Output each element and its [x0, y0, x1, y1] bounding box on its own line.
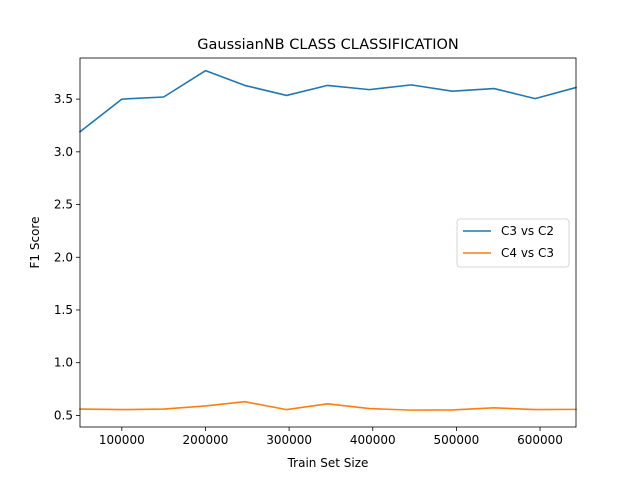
- y-tick-label: 2.0: [54, 250, 73, 264]
- y-tick-label: 3.0: [54, 145, 73, 159]
- y-tick-label: 2.5: [54, 198, 73, 212]
- y-tick-label: 3.5: [54, 92, 73, 106]
- y-tick-label: 0.5: [54, 408, 73, 422]
- x-tick-label: 100000: [99, 433, 145, 447]
- y-tick-label: 1.5: [54, 303, 73, 317]
- legend-label: C4 vs C3: [501, 246, 554, 260]
- chart-title: GaussianNB CLASS CLASSIFICATION: [197, 37, 458, 53]
- legend: C3 vs C2 C4 vs C3: [456, 218, 570, 268]
- plot-frame: [79, 57, 577, 428]
- series-line-2: [79, 400, 577, 411]
- legend-label: C3 vs C2: [501, 224, 554, 238]
- x-tick-label: 200000: [183, 433, 229, 447]
- y-axis-title: F1 Score: [28, 217, 42, 269]
- x-tick-label: 400000: [350, 433, 396, 447]
- x-tick-label: 600000: [517, 433, 563, 447]
- x-axis-title: Train Set Size: [287, 456, 369, 470]
- y-tick-label: 1.0: [54, 356, 73, 370]
- axes: 100000 200000 300000 400000 500000 600000 0.5 1…: [54, 92, 563, 447]
- x-tick-label: 300000: [266, 433, 312, 447]
- x-tick-label: 500000: [433, 433, 479, 447]
- series-line-1: [78, 69, 577, 133]
- plot-area: [78, 69, 577, 411]
